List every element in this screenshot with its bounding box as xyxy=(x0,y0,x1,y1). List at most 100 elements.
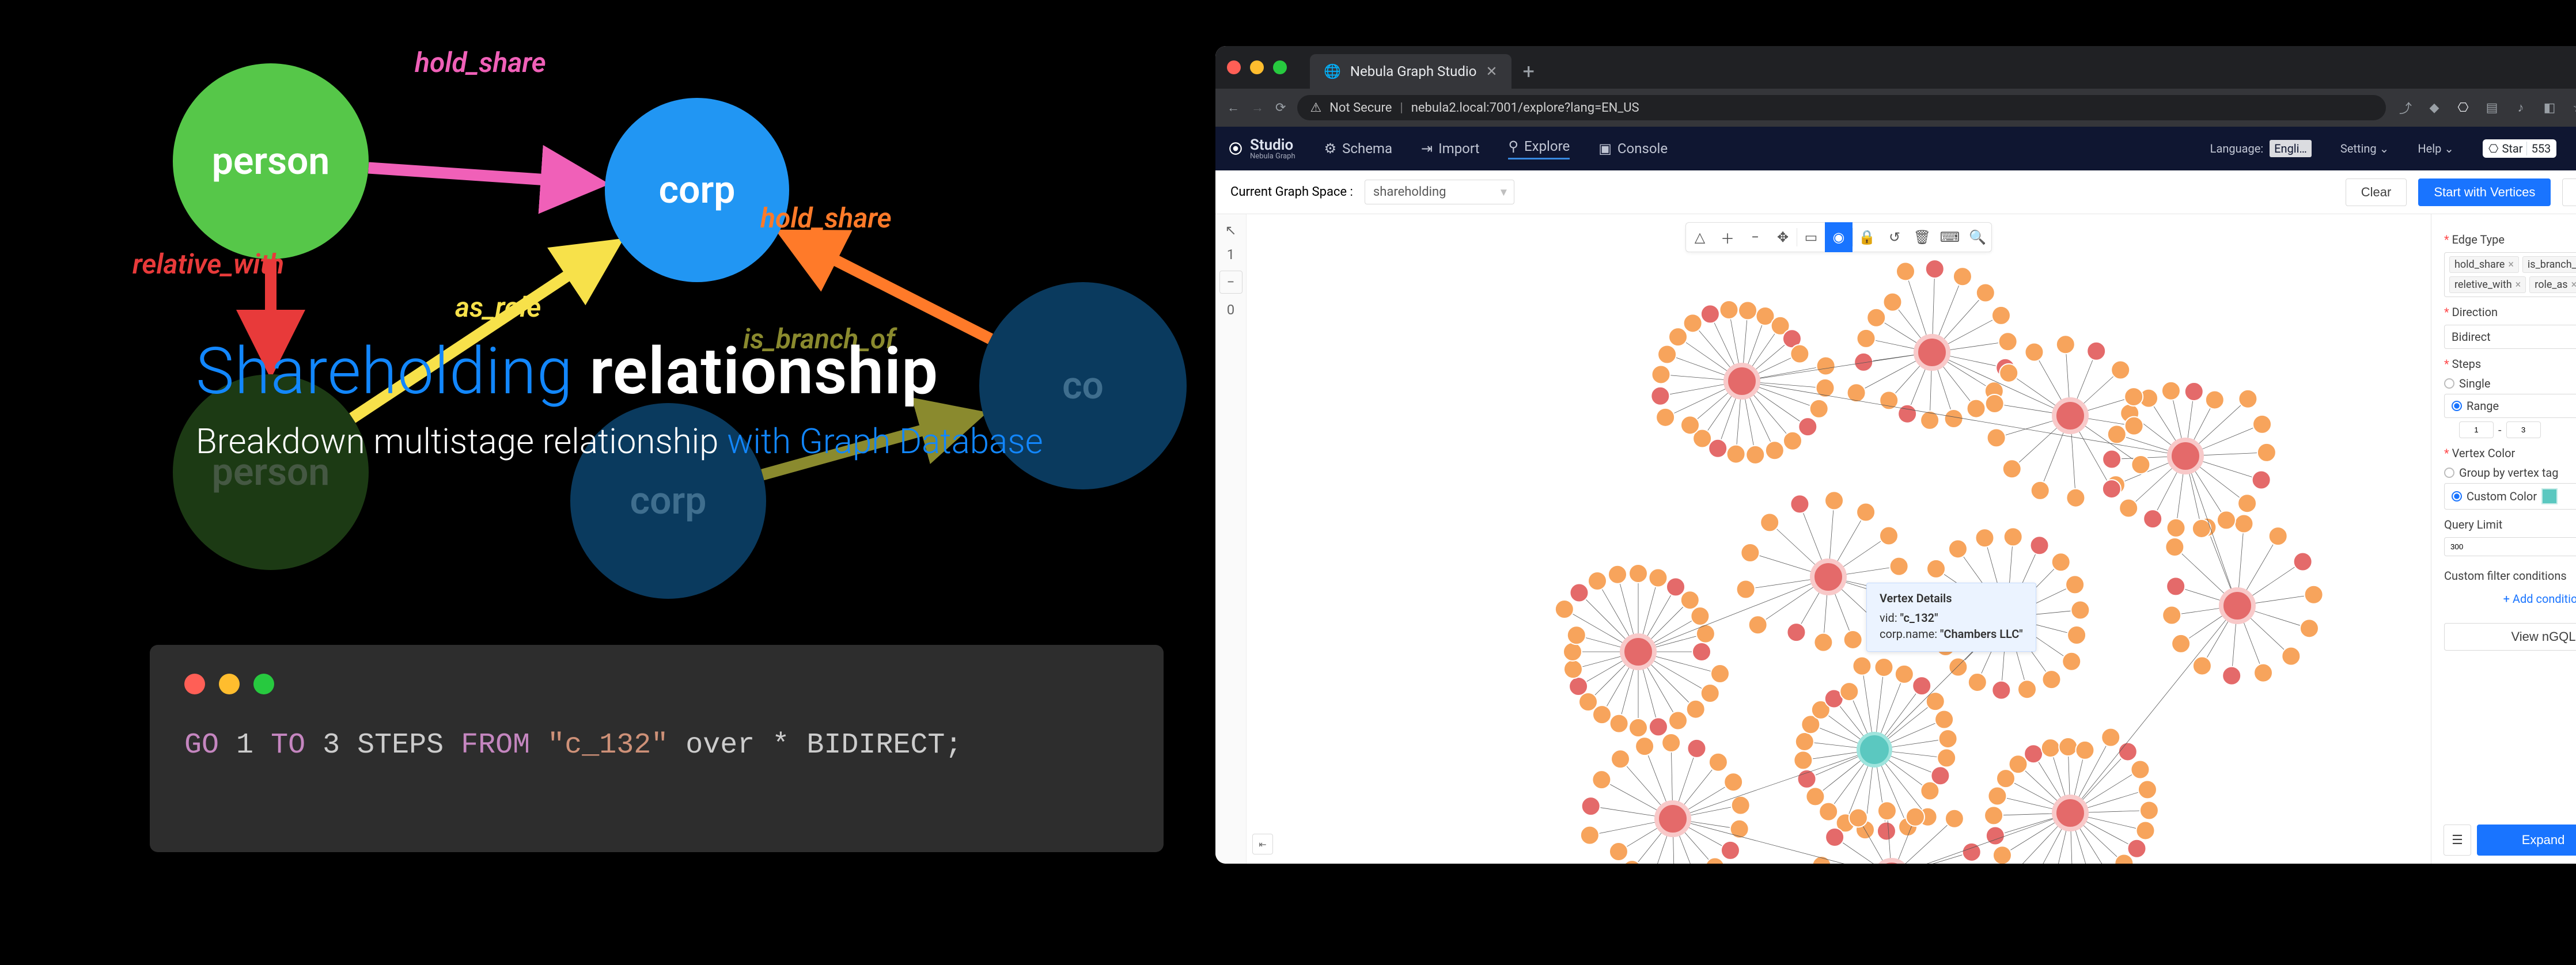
edge-tag-reletive_with[interactable]: reletive_with× xyxy=(2449,276,2526,293)
filter-label: Custom filter conditions xyxy=(2444,569,2567,583)
tooltip-name-value: "Chambers LLC" xyxy=(1940,627,2023,641)
plus-icon[interactable]: ＋ xyxy=(1714,222,1741,252)
range-from-input[interactable] xyxy=(2459,421,2494,438)
close-tab-icon[interactable]: ✕ xyxy=(1486,63,1497,79)
lock-icon[interactable]: 🔒 xyxy=(1853,222,1881,252)
node-p1: person xyxy=(173,63,369,259)
studio-logo[interactable]: Studio Nebula Graph xyxy=(1228,138,1295,160)
graph-svg xyxy=(1247,214,2431,864)
nav-explore[interactable]: ⚲Explore xyxy=(1508,138,1570,159)
vertex-tooltip: Vertex Details vid: "c_132" corp.name: "… xyxy=(1866,583,2036,652)
url-text: nebula2.local:7001/explore?lang=EN_US xyxy=(1411,101,1639,115)
edge-tag-hold_share[interactable]: hold_share× xyxy=(2449,256,2519,273)
add-condition-link[interactable]: Add condition xyxy=(2444,592,2576,606)
new-tab-button[interactable]: + xyxy=(1523,59,1535,83)
minus-icon[interactable]: − xyxy=(1741,222,1769,252)
close-icon[interactable]: × xyxy=(2571,279,2576,291)
edge-tag-is_branch_of[interactable]: is_branch_of× xyxy=(2522,256,2576,273)
reload-button[interactable]: ⟳ xyxy=(1275,101,1286,115)
browser-tab[interactable]: 🌐 Nebula Graph Studio ✕ xyxy=(1310,54,1511,89)
bookmark-icon[interactable]: ☆ xyxy=(2570,100,2576,116)
tooltip-name-label: corp.name: xyxy=(1880,627,1937,641)
ext4-icon[interactable]: ◧ xyxy=(2541,100,2558,116)
share-icon[interactable]: ⤴︎ xyxy=(2397,100,2414,116)
steps-range-radio[interactable]: Range xyxy=(2444,394,2576,418)
back-button[interactable]: ← xyxy=(1227,100,1240,115)
query-limit-input[interactable] xyxy=(2444,537,2576,556)
vc-custom-label: Custom Color xyxy=(2467,489,2537,503)
sidebar-bottom-bar: ☰ Expand ⓘ xyxy=(2431,825,2576,856)
undo-icon[interactable]: △ xyxy=(1686,222,1714,252)
headline-sub-b: with Graph Database xyxy=(727,421,1043,462)
clear-button[interactable]: Clear xyxy=(2346,178,2407,206)
headline-word-2: relationship xyxy=(589,334,938,409)
start-with-vertices-button[interactable]: Start with Vertices xyxy=(2418,178,2551,206)
not-secure-label: Not Secure xyxy=(1329,101,1392,115)
window-traffic-lights[interactable] xyxy=(1227,60,1287,74)
ext1-icon[interactable]: ◆ xyxy=(2426,100,2442,116)
vertex-color-label: Vertex Color xyxy=(2444,446,2576,460)
logo-subtext: Nebula Graph xyxy=(1250,153,1295,160)
shareholding-infographic: personcorppersoncorpco hold_sharerelativ… xyxy=(0,0,1210,965)
fit-arrow-icon[interactable]: ↖ xyxy=(1225,222,1236,238)
query-limit-label: Query Limit xyxy=(2444,518,2576,531)
select-rect-icon[interactable]: ▭ xyxy=(1797,222,1825,252)
github-icon[interactable]: ⎔ xyxy=(2455,100,2471,116)
nav-schema[interactable]: ⚙︎Schema xyxy=(1324,140,1392,157)
browser-window: 🌐 Nebula Graph Studio ✕ + ⌄ ← → ⟳ ⚠︎ Not… xyxy=(1215,46,2576,864)
steps-single-label: Single xyxy=(2459,377,2490,390)
zoom-one-label: 1 xyxy=(1227,246,1235,263)
steps-range-label: Range xyxy=(2467,399,2499,413)
help-menu[interactable]: Help ⌄ xyxy=(2418,142,2454,155)
zoom-out-button[interactable]: − xyxy=(1219,271,1242,294)
vc-custom-radio[interactable]: Custom Color xyxy=(2444,483,2576,510)
hotkeys-icon[interactable]: ⌨︎ xyxy=(1936,222,1964,252)
ext3-icon[interactable]: ♪ xyxy=(2513,100,2529,116)
expand-button[interactable]: Expand xyxy=(2477,825,2576,856)
vc-group-radio[interactable]: Group by vertex tag xyxy=(2444,466,2576,480)
direction-value: Bidirect xyxy=(2452,330,2491,344)
direction-label: Direction xyxy=(2444,305,2576,319)
address-bar[interactable]: ⚠︎ Not Secure | nebula2.local:7001/explo… xyxy=(1297,95,2386,120)
edge-tag-role_as[interactable]: role_as× xyxy=(2529,276,2576,293)
ngql-query: GO 1 TO 3 STEPS FROM "c_132" over * BIDI… xyxy=(184,729,1129,762)
range-to-input[interactable] xyxy=(2506,421,2541,438)
color-swatch[interactable] xyxy=(2541,488,2558,504)
close-icon[interactable]: × xyxy=(2508,259,2514,271)
forward-button[interactable]: → xyxy=(1251,100,1264,115)
nav-import[interactable]: ⇥Import xyxy=(1421,140,1479,157)
explore-icon: ⚲ xyxy=(1508,138,1518,154)
edge-label-relative_with: relative_with xyxy=(132,248,284,280)
view-ngql-button[interactable]: View nGQL xyxy=(2444,623,2576,651)
list-view-icon[interactable]: ☰ xyxy=(2444,825,2471,856)
collapse-gutter-button[interactable]: ⇤ xyxy=(1252,834,1273,854)
trash-icon[interactable]: 🗑 xyxy=(1908,222,1936,252)
close-icon[interactable]: × xyxy=(2516,279,2521,291)
graph-canvas[interactable]: △ ＋ − ✥ ▭ ◉ 🔒 ↺ 🗑 ⌨︎ 🔍 Vertex Details vi… xyxy=(1247,214,2431,864)
ext2-icon[interactable]: ▤ xyxy=(2484,100,2500,116)
steps-single-radio[interactable]: Single xyxy=(2444,377,2576,390)
direction-select[interactable]: Bidirect xyxy=(2444,325,2576,349)
headline-line1: Shareholding relationship xyxy=(196,334,1043,409)
tooltip-vid-value: "c_132" xyxy=(1900,611,1938,625)
move-icon[interactable]: ✥ xyxy=(1769,222,1797,252)
star-count: 553 xyxy=(2526,142,2551,155)
nav-console[interactable]: ▣Console xyxy=(1598,140,1668,157)
import-icon: ⇥ xyxy=(1421,140,1433,157)
terminal-dots xyxy=(184,674,1129,694)
graph-space-select[interactable]: shareholding xyxy=(1365,180,1514,204)
canvas-gutter: ↖ 1 − 0 xyxy=(1215,214,1247,864)
github-star[interactable]: ⎔ Star 553 xyxy=(2483,139,2556,158)
console-icon: ▣ xyxy=(1598,140,1612,157)
lock-warning-icon: ⚠︎ xyxy=(1310,101,1321,115)
export-button[interactable]: Export▾ xyxy=(2562,178,2576,206)
language-select[interactable]: Language: Engli… xyxy=(2210,142,2312,155)
edge-type-select[interactable]: hold_share×is_branch_of× reletive_with×ro… xyxy=(2444,252,2576,297)
search-icon[interactable]: 🔍 xyxy=(1964,222,1991,252)
lasso-icon[interactable]: ◉ xyxy=(1825,222,1853,252)
edge-label-hold_share: hold_share xyxy=(760,202,892,234)
setting-menu[interactable]: Setting ⌄ xyxy=(2340,142,2389,155)
explore-sidebar: Edge Type hold_share×is_branch_of×releti… xyxy=(2431,214,2576,864)
reset-icon[interactable]: ↺ xyxy=(1881,222,1908,252)
browser-right-icons: ⤴︎ ◆ ⎔ ▤ ♪ ◧ ☆ ✦ 👤 xyxy=(2397,100,2576,116)
